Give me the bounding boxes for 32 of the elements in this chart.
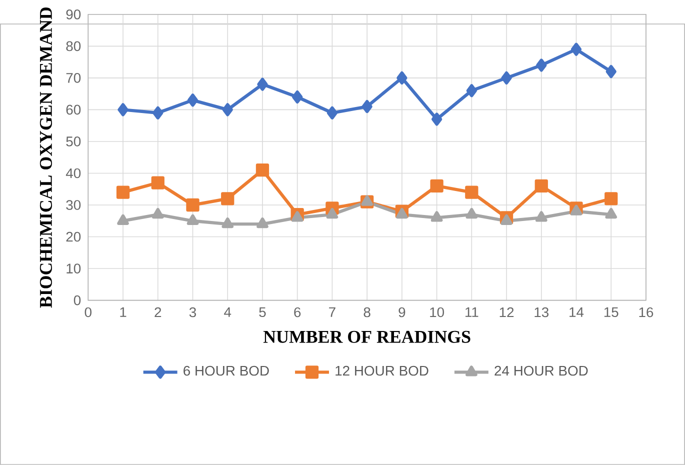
y-tick-label: 20 bbox=[66, 232, 81, 242]
legend-label: 6 HOUR BOD bbox=[184, 366, 269, 376]
x-tick-label: 13 bbox=[534, 307, 548, 318]
x-tick-label: 16 bbox=[639, 307, 654, 318]
y-tick-label: 40 bbox=[66, 168, 81, 178]
x-tick-label: 0 bbox=[84, 307, 92, 318]
y-tick-label: 30 bbox=[66, 200, 81, 210]
y-tick-label: 90 bbox=[66, 10, 81, 20]
y-tick-label: 80 bbox=[66, 41, 81, 52]
legend-label: 12 HOUR BOD bbox=[336, 366, 428, 376]
x-tick-label: 6 bbox=[294, 307, 301, 318]
x-tick-label: 5 bbox=[259, 307, 266, 318]
y-tick-label: 60 bbox=[66, 104, 81, 115]
legend-label: 24 HOUR BOD bbox=[494, 366, 588, 376]
x-tick-label: 11 bbox=[465, 307, 478, 317]
y-tick-label: 50 bbox=[66, 136, 81, 146]
x-tick-label: 4 bbox=[224, 307, 232, 317]
x-tick-label: 14 bbox=[570, 307, 584, 317]
x-tick-label: 12 bbox=[500, 307, 514, 318]
x-tick-label: 9 bbox=[398, 307, 406, 318]
y-tick-label: 0 bbox=[74, 295, 81, 306]
x-tick-label: 3 bbox=[189, 307, 196, 318]
x-axis-title: NUMBER OF READINGS bbox=[263, 330, 470, 343]
y-tick-label: 70 bbox=[66, 73, 81, 83]
x-tick-label: 1 bbox=[120, 307, 126, 317]
x-tick-label: 10 bbox=[430, 307, 444, 318]
x-tick-label: 2 bbox=[154, 307, 162, 318]
x-tick-label: 8 bbox=[364, 307, 370, 318]
y-axis-title: BIOCHEMICAL OXYGEN DEMAND bbox=[40, 8, 52, 308]
x-tick-label: 7 bbox=[329, 307, 336, 317]
y-tick-label: 10 bbox=[66, 264, 81, 274]
x-tick-label: 15 bbox=[604, 307, 618, 318]
